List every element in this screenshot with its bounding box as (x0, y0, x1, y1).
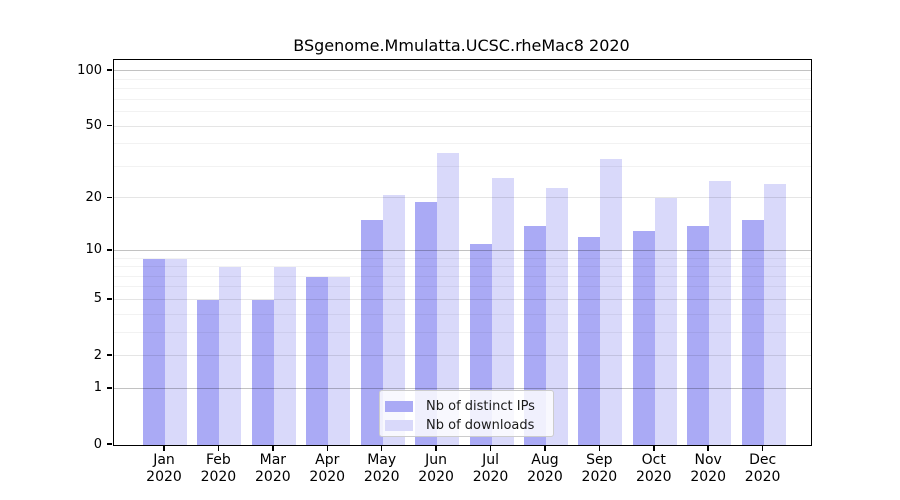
bar-distinct-ips-may (360, 220, 383, 445)
y-tick-label-100: 100 (77, 62, 102, 78)
x-tick-label-jan: Jan 2020 (146, 452, 182, 485)
x-tick-dec (761, 445, 764, 451)
y-tick-50 (106, 124, 112, 127)
bar-distinct-ips-apr (306, 276, 329, 445)
bar-distinct-ips-jun (415, 202, 438, 445)
y-tick-label-20: 20 (85, 189, 102, 205)
bar-downloads-jan (165, 258, 187, 445)
y-tick-label-10: 10 (85, 242, 102, 258)
y-tick-label-5: 5 (93, 291, 102, 307)
x-tick-label-may: May 2020 (363, 452, 400, 485)
x-tick-sep (598, 445, 601, 451)
bar-downloads-mar (273, 267, 296, 445)
x-tick-may (380, 445, 383, 451)
plot-area: Nb of distinct IPs Nb of downloads (113, 59, 812, 446)
x-tick-mar (272, 445, 274, 451)
x-tick-label-jul: Jul 2020 (472, 452, 509, 485)
x-tick-label-apr: Apr 2020 (309, 452, 346, 485)
y-tick-label-2: 2 (93, 347, 102, 363)
x-tick-aug (544, 445, 546, 451)
gridline-20 (114, 197, 811, 199)
y-tick-100 (106, 69, 112, 71)
x-tick-apr (326, 445, 328, 451)
gridline-6 (114, 286, 811, 288)
gridline-30 (114, 165, 811, 167)
gridline-10 (114, 249, 811, 251)
x-tick-label-sep: Sep 2020 (581, 452, 618, 485)
y-tick-2 (106, 354, 112, 356)
x-tick-nov (707, 445, 709, 451)
x-tick-label-dec: Dec 2020 (744, 452, 781, 485)
grid-layer (114, 60, 811, 445)
x-tick-jan (163, 445, 165, 451)
bar-downloads-apr (328, 276, 351, 445)
y-tick-1 (106, 387, 112, 389)
bar-distinct-ips-mar (251, 299, 274, 445)
legend-label-distinct-ips: Nb of distinct IPs (426, 399, 535, 414)
gridline-9 (114, 257, 811, 259)
gridline-5 (114, 298, 811, 300)
legend: Nb of distinct IPs Nb of downloads (379, 390, 554, 437)
x-tick-jun (435, 445, 437, 451)
y-tick-0 (106, 443, 112, 445)
y-tick-label-50: 50 (85, 118, 102, 134)
y-tick-5 (106, 298, 112, 300)
bar-distinct-ips-jan (143, 258, 165, 445)
x-tick-label-feb: Feb 2020 (200, 452, 237, 485)
gridline-100 (114, 70, 811, 72)
gridline-60 (114, 111, 811, 113)
bar-downloads-dec (763, 184, 786, 445)
y-tick-20 (106, 196, 112, 199)
bar-distinct-ips-feb (197, 299, 220, 445)
y-tick-label-1: 1 (93, 380, 102, 396)
gridline-40 (114, 143, 811, 145)
legend-swatch-distinct-ips (385, 401, 413, 412)
bar-distinct-ips-oct (632, 231, 655, 445)
bar-distinct-ips-sep (578, 237, 601, 445)
gridline-80 (114, 88, 811, 90)
x-tick-label-jun: Jun 2020 (418, 452, 454, 485)
x-tick-label-nov: Nov 2020 (690, 452, 726, 485)
bar-distinct-ips-dec (741, 220, 764, 445)
legend-entry-distinct-ips: Nb of distinct IPs (385, 397, 545, 416)
bar-downloads-oct (654, 198, 677, 445)
gridline-4 (114, 313, 811, 315)
bar-downloads-jul (491, 178, 514, 445)
y-tick-label-0: 0 (93, 436, 102, 452)
x-tick-label-oct: Oct 2020 (635, 452, 672, 485)
x-tick-oct (653, 445, 655, 451)
bar-downloads-sep (600, 159, 623, 445)
x-tick-feb (217, 445, 220, 451)
gridline-1 (114, 387, 811, 389)
bar-downloads-jun (437, 152, 460, 445)
legend-swatch-downloads (385, 420, 413, 431)
gridline-70 (114, 98, 811, 100)
bar-downloads-may (382, 194, 405, 445)
bar-downloads-aug (545, 187, 568, 445)
chart-title: BSgenome.Mmulatta.UCSC.rheMac8 2020 (293, 36, 630, 55)
bar-downloads-nov (709, 181, 732, 445)
y-tick-10 (106, 249, 112, 251)
x-tick-jul (489, 445, 492, 451)
legend-label-downloads: Nb of downloads (426, 418, 535, 433)
gridline-3 (114, 331, 811, 333)
x-tick-label-mar: Mar 2020 (255, 452, 291, 485)
legend-entry-downloads: Nb of downloads (385, 416, 545, 435)
gridline-8 (114, 266, 811, 268)
gridline-2 (114, 355, 811, 357)
bar-downloads-feb (219, 267, 242, 445)
gridline-7 (114, 275, 811, 277)
bar-distinct-ips-nov (687, 225, 710, 445)
gridline-90 (114, 78, 811, 80)
x-tick-label-aug: Aug 2020 (527, 452, 563, 485)
gridline-50 (114, 125, 811, 127)
